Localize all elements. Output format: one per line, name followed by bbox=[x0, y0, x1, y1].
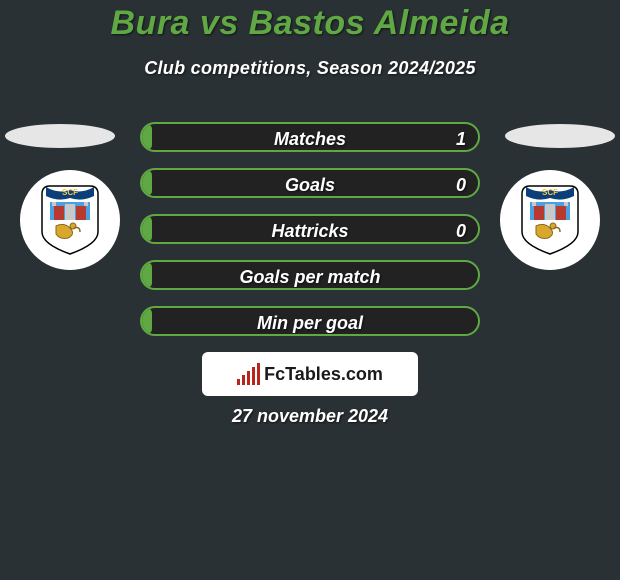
stat-bar-value-right: 0 bbox=[456, 216, 466, 244]
stat-bar-value-right: 0 bbox=[456, 170, 466, 198]
title: Bura vs Bastos Almeida bbox=[0, 4, 620, 43]
logo-text: FcTables.com bbox=[264, 364, 383, 385]
stat-bar-row: Matches1 bbox=[140, 122, 480, 152]
stat-bar-label: Goals bbox=[142, 170, 478, 198]
stat-bar-row: Hattricks0 bbox=[140, 214, 480, 244]
date: 27 november 2024 bbox=[0, 406, 620, 427]
club-crest-right: SCF bbox=[500, 170, 600, 270]
stat-bar-label: Matches bbox=[142, 124, 478, 152]
stat-bar-label: Hattricks bbox=[142, 216, 478, 244]
crest-icon: SCF bbox=[520, 184, 580, 256]
club-crest-left: SCF bbox=[20, 170, 120, 270]
logo-inner: FcTables.com bbox=[237, 363, 383, 385]
svg-text:SCF: SCF bbox=[62, 188, 78, 197]
player-avatar-left bbox=[5, 124, 115, 148]
stat-bar-label: Goals per match bbox=[142, 262, 478, 290]
crest-icon: SCF bbox=[40, 184, 100, 256]
logo-box: FcTables.com bbox=[202, 352, 418, 396]
stat-bar-row: Goals0 bbox=[140, 168, 480, 198]
player-avatar-right bbox=[505, 124, 615, 148]
stat-bar-row: Min per goal bbox=[140, 306, 480, 336]
subtitle: Club competitions, Season 2024/2025 bbox=[0, 58, 620, 79]
stat-bar-value-right: 1 bbox=[456, 124, 466, 152]
stat-bar-label: Min per goal bbox=[142, 308, 478, 336]
svg-text:SCF: SCF bbox=[542, 188, 558, 197]
stat-bar-row: Goals per match bbox=[140, 260, 480, 290]
comparison-card: Bura vs Bastos Almeida Club competitions… bbox=[0, 0, 620, 580]
stat-bars: Matches1Goals0Hattricks0Goals per matchM… bbox=[140, 122, 480, 352]
logo-bars-icon bbox=[237, 363, 260, 385]
